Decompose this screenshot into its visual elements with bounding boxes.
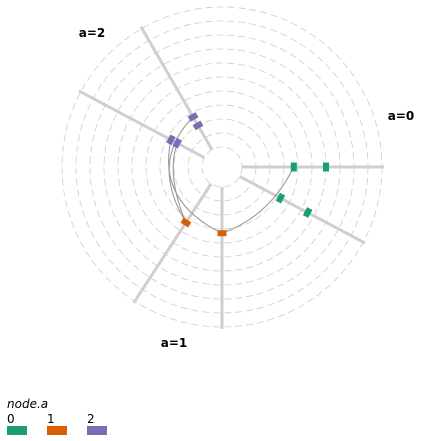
- edge: [168, 116, 194, 223]
- edge: [172, 142, 187, 223]
- axis-label-a1: a=1: [161, 336, 188, 350]
- axis-label-a0: a=0: [388, 109, 415, 123]
- legend-label: 0: [7, 412, 15, 426]
- edges: [168, 116, 295, 234]
- node-a1: [217, 230, 227, 237]
- node-a2: [166, 134, 176, 146]
- legend: node.a 0 1 2: [7, 397, 107, 435]
- node-a2: [192, 120, 204, 131]
- axis-label-a2: a=2: [79, 26, 106, 40]
- nodes: [166, 112, 329, 237]
- axis-line-a0: [238, 175, 366, 245]
- hive-axes: [78, 25, 384, 329]
- axis-labels: a=0 a=1 a=2: [79, 26, 415, 350]
- edge: [221, 166, 295, 234]
- node-a2: [187, 112, 199, 122]
- axis-line-a2: [139, 25, 214, 151]
- node-a0: [302, 207, 313, 218]
- node-a2: [172, 137, 182, 149]
- legend-swatch: [87, 426, 107, 435]
- node-a0: [290, 162, 297, 172]
- legend-label: 2: [87, 412, 95, 426]
- grid-circle: [201, 146, 243, 188]
- node-a0: [275, 192, 286, 204]
- legend-swatch: [47, 426, 67, 435]
- legend-entries: 0 1 2: [7, 412, 107, 435]
- legend-label: 1: [47, 412, 55, 426]
- node-a1: [180, 217, 192, 228]
- legend-title: node.a: [7, 397, 48, 411]
- axis-line-a2: [78, 89, 206, 159]
- axis-line-a1: [132, 182, 213, 304]
- legend-swatch: [7, 426, 27, 435]
- node-a0: [323, 162, 329, 172]
